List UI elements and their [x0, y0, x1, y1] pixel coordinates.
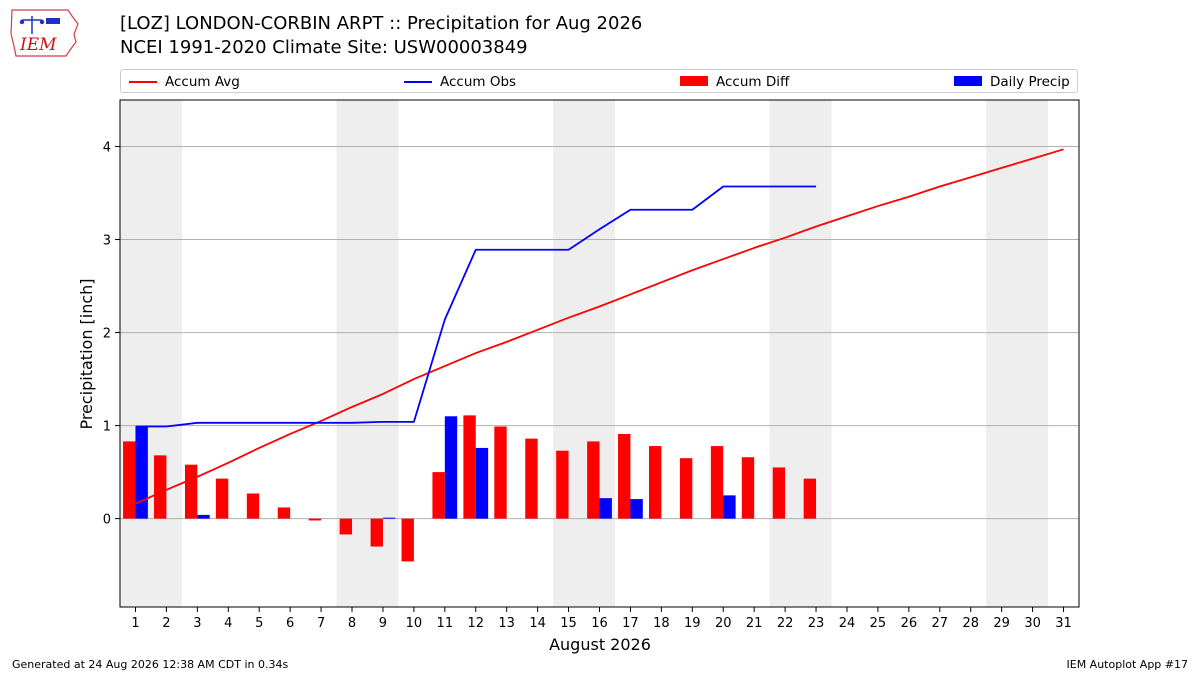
- daily-precip-bar: [630, 499, 643, 519]
- x-tick-label: 5: [255, 616, 263, 631]
- accum-diff-bar: [246, 493, 260, 519]
- accum-diff-bar: [370, 518, 383, 547]
- footer-generated: Generated at 24 Aug 2026 12:38 AM CDT in…: [12, 658, 289, 671]
- daily-precip-bar: [723, 495, 736, 519]
- x-tick-label: 19: [684, 616, 701, 631]
- x-tick-label: 20: [715, 616, 732, 631]
- weekend-band: [120, 100, 182, 607]
- accum-diff-bar: [494, 426, 507, 519]
- legend-label: Accum Diff: [716, 74, 790, 90]
- x-tick-label: 22: [777, 616, 794, 631]
- daily-precip-bar: [599, 498, 612, 519]
- accum-diff-bar: [215, 478, 229, 519]
- legend-label: Daily Precip: [990, 74, 1070, 90]
- accum-diff-bar: [123, 441, 136, 519]
- accum-diff-bar: [308, 518, 322, 521]
- accum-diff-bar: [401, 518, 414, 562]
- accum-diff-bar: [154, 455, 167, 519]
- x-tick-label: 28: [962, 616, 979, 631]
- x-tick-label: 23: [808, 616, 825, 631]
- accum-diff-bar: [618, 433, 631, 519]
- x-tick-label: 9: [379, 616, 387, 631]
- accum-diff-bar: [648, 446, 662, 519]
- y-tick-label: 0: [103, 513, 111, 528]
- y-axis-label: Precipitation [inch]: [77, 278, 96, 429]
- legend-swatch-daily-precip: [954, 76, 982, 86]
- legend-swatch-accum-avg: [129, 81, 157, 83]
- x-tick-label: 10: [406, 616, 423, 631]
- weekend-band: [769, 100, 832, 607]
- legend-label: Accum Obs: [440, 74, 517, 90]
- legend: Accum Avg Accum Obs Accum Diff Daily Pre…: [120, 69, 1078, 93]
- x-tick-label: 11: [437, 616, 454, 631]
- x-tick-label: 29: [993, 616, 1010, 631]
- x-tick-label: 27: [932, 616, 949, 631]
- daily-precip-bar: [135, 426, 148, 519]
- plot-frame: [119, 99, 1080, 608]
- accum-diff-bar: [432, 472, 445, 519]
- chart-subtitle: NCEI 1991-2020 Climate Site: USW00003849: [120, 37, 528, 58]
- x-tick-label: 8: [348, 616, 356, 631]
- y-tick-label: 1: [103, 420, 111, 435]
- accum-diff-bar: [184, 464, 198, 519]
- accum-diff-bar: [525, 438, 538, 519]
- weekend-band: [986, 100, 1049, 607]
- x-axis-label: August 2026: [549, 635, 651, 654]
- accum-avg-line: [135, 148, 1064, 505]
- daily-precip-bar: [382, 517, 396, 519]
- y-tick-label: 2: [103, 327, 111, 342]
- accum-diff-bar: [556, 450, 569, 519]
- x-tick-label: 1: [131, 616, 139, 631]
- footer-app-id: IEM Autoplot App #17: [1066, 658, 1189, 671]
- accum-diff-bar: [679, 458, 693, 519]
- accum-diff-bar: [772, 467, 786, 519]
- x-tick-label: 6: [286, 616, 294, 631]
- daily-precip-bar: [197, 514, 210, 519]
- accum-diff-bar: [339, 518, 353, 535]
- weekend-band: [336, 100, 399, 607]
- accum-obs-line: [135, 185, 817, 428]
- x-tick-label: 13: [498, 616, 515, 631]
- y-tick-label: 3: [103, 234, 111, 249]
- x-tick-label: 2: [162, 616, 170, 631]
- x-tick-label: 25: [870, 616, 887, 631]
- x-tick-label: 21: [746, 616, 763, 631]
- weekend-band: [553, 100, 615, 607]
- accum-diff-bar: [587, 441, 600, 519]
- accum-diff-bar: [710, 446, 724, 519]
- accum-diff-bar: [803, 478, 817, 519]
- legend-swatch-accum-diff: [680, 76, 708, 86]
- x-tick-label: 16: [591, 616, 608, 631]
- svg-text:IEM: IEM: [19, 35, 57, 55]
- x-tick-label: 15: [560, 616, 577, 631]
- legend-label: Accum Avg: [165, 74, 240, 90]
- x-tick-label: 3: [193, 616, 201, 631]
- x-tick-label: 7: [317, 616, 325, 631]
- accum-diff-bar: [463, 415, 476, 519]
- accum-diff-bar: [741, 457, 755, 519]
- x-tick-label: 26: [901, 616, 918, 631]
- legend-swatch-accum-obs: [404, 81, 432, 83]
- x-tick-label: 4: [224, 616, 232, 631]
- x-tick-label: 14: [529, 616, 546, 631]
- x-tick-label: 12: [467, 616, 484, 631]
- chart-title: [LOZ] LONDON-CORBIN ARPT :: Precipitatio…: [120, 13, 643, 34]
- y-tick-label: 4: [103, 141, 111, 156]
- x-tick-label: 24: [839, 616, 856, 631]
- x-tick-label: 30: [1024, 616, 1041, 631]
- x-tick-label: 18: [653, 616, 670, 631]
- daily-precip-bar: [475, 447, 489, 519]
- x-tick-label: 17: [622, 616, 639, 631]
- iem-logo: IEM: [10, 9, 79, 57]
- accum-diff-bar: [277, 507, 291, 519]
- daily-precip-bar: [444, 416, 458, 519]
- iowa-outline-icon: [10, 9, 79, 57]
- x-tick-label: 31: [1055, 616, 1072, 631]
